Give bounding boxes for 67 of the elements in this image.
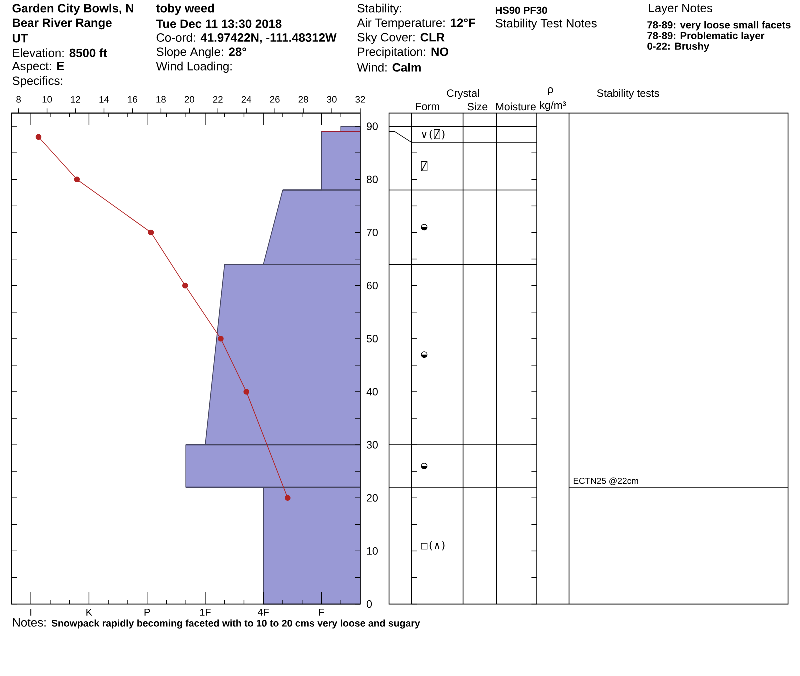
text: Garden City Bowls, N bbox=[12, 4, 134, 16]
x2-tick-label: 22 bbox=[213, 96, 223, 103]
x2-tick-label: 26 bbox=[270, 96, 280, 103]
text: 78-89: very loose small facets bbox=[648, 21, 791, 31]
y-tick-label: 20 bbox=[367, 494, 378, 502]
text: Elevation: 8500 ft bbox=[13, 48, 108, 58]
y-tick-label: 90 bbox=[367, 122, 378, 130]
text: UT bbox=[12, 34, 28, 43]
x2-tick-label: 8 bbox=[16, 96, 22, 103]
text: Wind Loading: bbox=[156, 62, 232, 74]
text: ∨(⍁) bbox=[422, 129, 445, 140]
text: ρ bbox=[548, 88, 554, 96]
x2-tick-label: 14 bbox=[100, 96, 110, 103]
text: Precipitation: NO bbox=[358, 47, 449, 59]
x2-tick-label: 16 bbox=[128, 96, 138, 103]
x2-tick-label: 28 bbox=[298, 96, 308, 103]
text: HS90 PF30 bbox=[496, 6, 548, 14]
x2-tick-label: 20 bbox=[184, 96, 194, 103]
text: Stability Test Notes bbox=[496, 18, 597, 30]
y-tick-label: 50 bbox=[366, 335, 378, 343]
text: 78-89: Problematic layer bbox=[648, 32, 765, 42]
text: Sky Cover: CLR bbox=[358, 32, 445, 44]
text: 0-22: Brushy bbox=[648, 42, 710, 52]
text: Crystal bbox=[447, 89, 480, 100]
x2-tick-label: 32 bbox=[356, 96, 366, 103]
x-tick-label: P bbox=[144, 609, 150, 616]
text: Stability: bbox=[358, 4, 402, 16]
y-tick-label: 70 bbox=[367, 228, 378, 237]
text: Tue Dec 11 13:30 2018 bbox=[156, 20, 282, 28]
text: Stability tests bbox=[597, 89, 660, 100]
x2-tick-label: 30 bbox=[327, 96, 337, 103]
text: kg/m³ bbox=[540, 101, 566, 112]
text: Size bbox=[468, 102, 488, 111]
text: Slope Angle: 28° bbox=[156, 47, 246, 59]
x-tick-label: 1F bbox=[200, 609, 211, 616]
x2-tick-label: 24 bbox=[242, 96, 252, 103]
text: Co-ord: 41.97422N, -111.48312W bbox=[156, 33, 337, 44]
text: Layer Notes bbox=[649, 4, 713, 15]
x2-tick-label: 10 bbox=[42, 96, 52, 103]
text: □(∧) bbox=[421, 541, 445, 551]
text: toby weed bbox=[156, 4, 214, 16]
text: Form bbox=[416, 103, 440, 110]
text: ◒ bbox=[421, 224, 428, 231]
text: ⍁ bbox=[421, 161, 428, 172]
x2-tick-label: 12 bbox=[71, 96, 80, 103]
x-tick-label: 4F bbox=[258, 609, 270, 616]
ref-line-label: ECTN25 @22cm bbox=[574, 478, 638, 486]
text: Snowpack rapidly becoming faceted with to 10 to 20 cms very loose and sugary bbox=[52, 620, 420, 629]
y-tick-label: 10 bbox=[367, 547, 378, 555]
text: Moisture bbox=[496, 102, 536, 111]
text: Wind: Calm bbox=[357, 63, 421, 72]
text: ◒ bbox=[421, 352, 428, 358]
x-tick-label: I bbox=[30, 609, 32, 616]
x-tick-label: F bbox=[319, 609, 324, 616]
y-tick-label: 30 bbox=[366, 441, 378, 449]
text: Air Temperature: 12°F bbox=[357, 18, 476, 30]
text: Specifics: bbox=[12, 76, 63, 88]
y-tick-label: 40 bbox=[366, 388, 378, 396]
text: ◒ bbox=[421, 463, 428, 470]
x2-tick-label: 18 bbox=[156, 96, 166, 103]
text: Aspect: E bbox=[12, 62, 64, 73]
y-tick-label: 80 bbox=[366, 176, 378, 184]
y-tick-label: 60 bbox=[367, 282, 378, 290]
text: Notes: bbox=[13, 618, 46, 627]
text: Bear River Range bbox=[13, 18, 112, 30]
x-tick-label: K bbox=[86, 609, 92, 616]
y-tick-label: 0 bbox=[366, 600, 372, 608]
